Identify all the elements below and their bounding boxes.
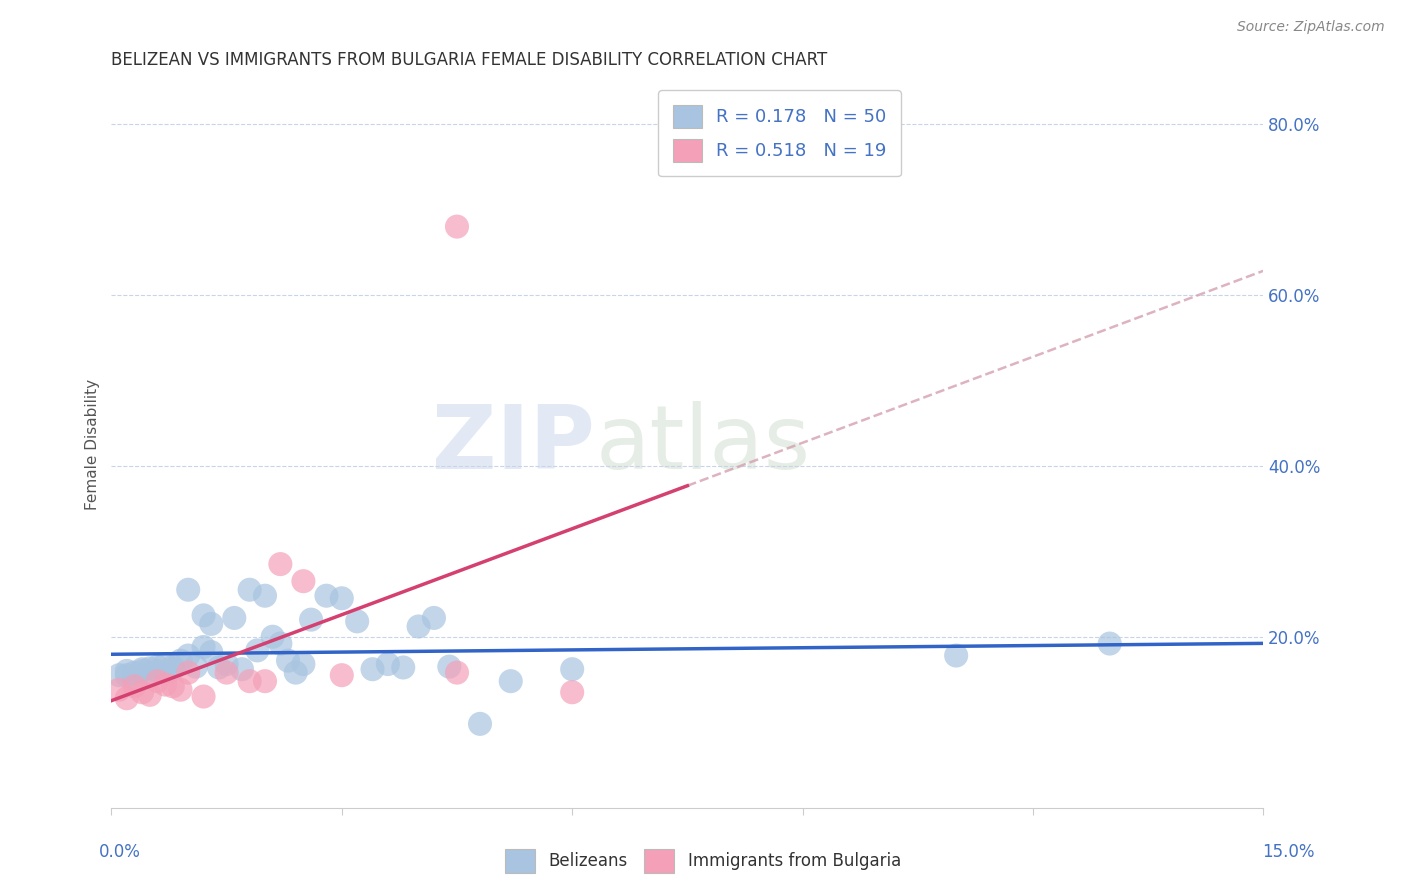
Point [468,717,491,731]
Point [361,662,384,676]
Point [146,659,169,673]
Point [131,685,153,699]
Point [499,674,522,689]
Point [330,668,353,682]
Point [561,662,583,676]
Point [1098,636,1121,650]
Point [446,219,468,234]
Text: atlas: atlas [595,401,810,488]
Point [253,589,276,603]
Y-axis label: Female Disability: Female Disability [86,379,100,510]
Point [131,664,153,678]
Text: 0.0%: 0.0% [98,843,141,861]
Point [115,668,138,682]
Point [200,616,222,631]
Point [193,690,215,704]
Point [162,662,184,676]
Point [108,682,131,697]
Legend: Belizeans, Immigrants from Bulgaria: Belizeans, Immigrants from Bulgaria [498,842,908,880]
Point [299,613,322,627]
Point [153,677,176,691]
Point [239,582,262,597]
Point [124,673,146,687]
Point [239,674,262,689]
Point [139,661,162,675]
Point [169,654,191,668]
Point [315,589,337,603]
Point [423,611,446,625]
Point [177,665,200,680]
Point [561,685,583,699]
Point [231,662,253,676]
Point [292,657,315,671]
Text: Source: ZipAtlas.com: Source: ZipAtlas.com [1237,20,1385,34]
Point [177,582,200,597]
Point [193,640,215,654]
Point [153,665,176,680]
Point [284,665,307,680]
Text: 15.0%: 15.0% [1263,843,1315,861]
Point [215,665,238,680]
Point [177,648,200,663]
Point [439,659,461,673]
Point [253,674,276,689]
Point [262,630,284,644]
Point [269,557,291,571]
Point [139,688,162,702]
Point [269,636,291,650]
Point [139,668,162,682]
Point [162,659,184,673]
Point [292,574,315,589]
Point [193,608,215,623]
Point [346,615,368,629]
Point [169,682,191,697]
Point [330,591,353,606]
Point [108,668,131,682]
Point [392,660,415,674]
Point [215,657,238,671]
Point [124,665,146,680]
Point [408,619,430,633]
Point [200,645,222,659]
Point [208,660,231,674]
Point [146,674,169,689]
Text: BELIZEAN VS IMMIGRANTS FROM BULGARIA FEMALE DISABILITY CORRELATION CHART: BELIZEAN VS IMMIGRANTS FROM BULGARIA FEM… [111,51,828,69]
Point [115,664,138,678]
Point [124,679,146,693]
Point [277,654,299,668]
Point [224,611,246,625]
Text: ZIP: ZIP [433,401,595,488]
Legend: R = 0.178   N = 50, R = 0.518   N = 19: R = 0.178 N = 50, R = 0.518 N = 19 [658,90,901,177]
Point [131,662,153,676]
Point [153,657,176,671]
Point [377,657,399,671]
Point [162,679,184,693]
Point [446,665,468,680]
Point [246,643,269,657]
Point [115,691,138,706]
Point [945,648,967,663]
Point [146,664,169,678]
Point [184,659,207,673]
